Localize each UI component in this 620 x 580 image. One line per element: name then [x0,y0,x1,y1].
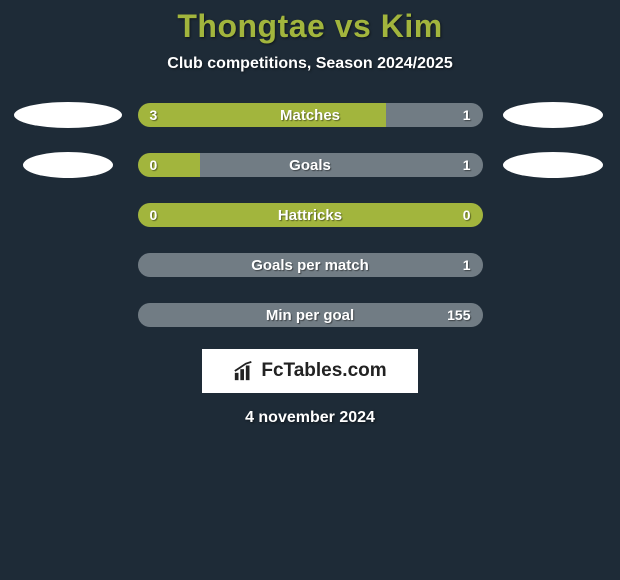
stat-row: Goals01 [0,151,620,179]
stat-bar: Goals01 [138,153,483,177]
stat-row: Matches31 [0,101,620,129]
left-ellipse-holder [8,251,128,279]
page-title: Thongtae vs Kim [0,8,620,45]
logo-text: FcTables.com [261,360,386,382]
bar-left-fill [138,153,200,177]
stat-row: Goals per match1 [0,251,620,279]
date-text: 4 november 2024 [0,409,620,427]
stat-row: Hattricks00 [0,201,620,229]
stat-row: Min per goal155 [0,301,620,329]
bar-left-fill [138,103,386,127]
subtitle: Club competitions, Season 2024/2025 [0,55,620,73]
left-ellipse [23,152,113,178]
right-ellipse-holder [493,201,613,229]
right-ellipse-holder [493,251,613,279]
left-ellipse [14,102,122,128]
left-ellipse-holder [8,101,128,129]
left-ellipse-holder [8,201,128,229]
chart-icon [233,360,255,382]
bar-left-fill [138,203,483,227]
stat-bar: Hattricks00 [138,203,483,227]
bar-right-fill [138,303,483,327]
stats-rows: Matches31 Goals01 Hattricks00 Goals per mat… [0,101,620,329]
left-ellipse-holder [8,301,128,329]
right-ellipse-holder [493,301,613,329]
right-ellipse [503,102,603,128]
right-ellipse-holder [493,101,613,129]
stat-bar: Goals per match1 [138,253,483,277]
bar-right-fill [386,103,483,127]
stat-bar: Matches31 [138,103,483,127]
right-ellipse [503,152,603,178]
logo-box: FcTables.com [202,349,418,393]
bar-right-fill [138,253,483,277]
infographic-root: Thongtae vs Kim Club competitions, Seaso… [0,0,620,580]
right-ellipse-holder [493,151,613,179]
left-ellipse-holder [8,151,128,179]
bar-right-fill [200,153,483,177]
stat-bar: Min per goal155 [138,303,483,327]
